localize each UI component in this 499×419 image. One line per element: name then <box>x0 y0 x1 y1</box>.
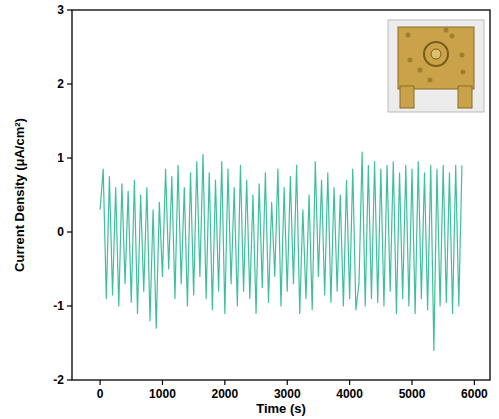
x-tick <box>162 380 163 385</box>
x-tick <box>99 380 100 385</box>
x-tick-label: 4000 <box>336 387 363 401</box>
y-tick-label: 0 <box>57 225 64 239</box>
y-tick <box>67 231 72 232</box>
x-tick <box>474 380 475 385</box>
inset-lead <box>458 86 472 108</box>
series-line <box>100 152 462 350</box>
y-tick <box>67 83 72 84</box>
x-tick-label: 5000 <box>399 387 426 401</box>
x-tick <box>411 380 412 385</box>
y-tick-label: -1 <box>53 299 64 313</box>
x-tick-label: 3000 <box>274 387 301 401</box>
x-tick-label: 0 <box>97 387 104 401</box>
x-tick-label: 2000 <box>211 387 238 401</box>
inset-dot <box>431 49 441 59</box>
inset-hole <box>460 53 465 58</box>
x-tick <box>224 380 225 385</box>
y-tick-label: 2 <box>57 77 64 91</box>
inset-hole <box>461 70 466 75</box>
y-tick <box>67 157 72 158</box>
y-tick <box>67 379 72 380</box>
inset-hole <box>418 68 423 73</box>
inset-hole <box>428 78 433 83</box>
inset-ring <box>424 42 448 66</box>
y-axis-title: Current Density (μA/cm²) <box>12 118 27 272</box>
y-tick <box>67 305 72 306</box>
x-tick-label: 6000 <box>461 387 488 401</box>
x-tick <box>287 380 288 385</box>
plot-frame <box>72 10 490 380</box>
x-tick-label: 1000 <box>149 387 176 401</box>
plot-area <box>100 152 462 350</box>
inset-hole <box>408 58 413 63</box>
y-tick <box>67 9 72 10</box>
chart: 0 1000 2000 3000 4000 5000 6000 -2 -1 0 1 2 3 Time (s… <box>0 0 499 419</box>
inset-lead <box>400 86 414 108</box>
y-tick-label: 3 <box>57 3 64 17</box>
inset-hole <box>444 28 449 33</box>
inset-photo <box>388 20 484 112</box>
y-tick-label: 1 <box>57 151 64 165</box>
inset-hole <box>406 33 411 38</box>
x-axis-title: Time (s) <box>256 401 306 416</box>
inset-bg <box>388 20 484 112</box>
x-tick <box>349 380 350 385</box>
inset-hole <box>450 34 455 39</box>
y-tick-label: -2 <box>53 373 64 387</box>
inset-foil <box>398 27 474 89</box>
